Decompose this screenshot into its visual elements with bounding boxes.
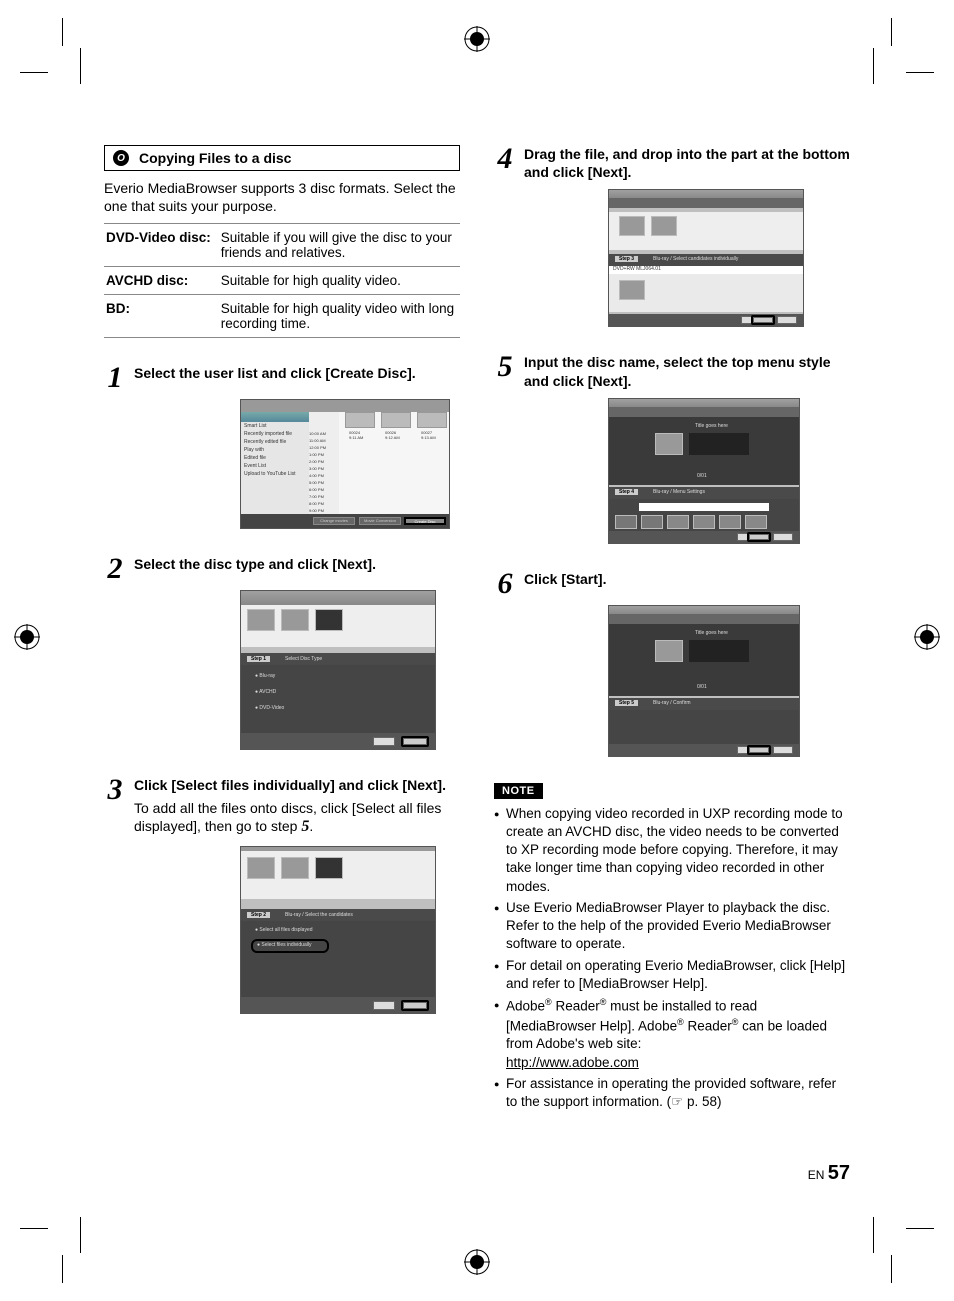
step-title: Click [Start]. xyxy=(524,571,606,587)
step-title: Select the user list and click [Create D… xyxy=(134,365,416,381)
registration-mark-icon xyxy=(464,26,490,52)
step-title: Input the disc name, select the top menu… xyxy=(524,354,831,388)
step-number: 4 xyxy=(494,145,516,172)
list-item: Adobe® Reader® must be installed to read… xyxy=(494,996,850,1072)
page-content: O Copying Files to a disc Everio MediaBr… xyxy=(104,145,850,1185)
step-subtext: To add all the files onto discs, click [… xyxy=(134,799,460,838)
notes-list: When copying video recorded in UXP recor… xyxy=(494,805,850,1112)
screenshot-step5: Title goes here 0/01 Step 4 Blu-ray / Me… xyxy=(608,398,800,544)
screenshot-step1: Smart List Recently imported file Recent… xyxy=(240,399,450,529)
adobe-link[interactable]: http://www.adobe.com xyxy=(506,1055,639,1070)
list-item: For assistance in operating the provided… xyxy=(494,1075,850,1111)
list-item: When copying video recorded in UXP recor… xyxy=(494,805,850,896)
screenshot-step2: Step 1 Select Disc Type ● Blu-ray ● AVCH… xyxy=(240,590,436,750)
table-row: DVD-Video disc:Suitable if you will give… xyxy=(104,224,460,267)
step-1: 1 Select the user list and click [Create… xyxy=(104,364,460,391)
step-number: 5 xyxy=(494,353,516,380)
step-6: 6 Click [Start]. xyxy=(494,570,850,597)
note-label: NOTE xyxy=(494,783,543,799)
step-number: 1 xyxy=(104,364,126,391)
section-badge-icon: O xyxy=(113,150,129,166)
screenshot-step3: Step 2 Blu-ray / Select the candidates ●… xyxy=(240,846,436,1014)
registration-mark-icon xyxy=(464,1249,490,1275)
step-3: 3 Click [Select files individually] and … xyxy=(104,776,460,837)
step-5: 5 Input the disc name, select the top me… xyxy=(494,353,850,389)
left-column: O Copying Files to a disc Everio MediaBr… xyxy=(104,145,460,1114)
right-column: 4 Drag the file, and drop into the part … xyxy=(494,145,850,1114)
table-row: AVCHD disc:Suitable for high quality vid… xyxy=(104,267,460,295)
intro-text: Everio MediaBrowser supports 3 disc form… xyxy=(104,179,460,215)
section-header: O Copying Files to a disc xyxy=(104,145,460,171)
list-item: Use Everio MediaBrowser Player to playba… xyxy=(494,899,850,954)
step-2: 2 Select the disc type and click [Next]. xyxy=(104,555,460,582)
page-number: EN 57 xyxy=(808,1162,850,1185)
disc-format-table: DVD-Video disc:Suitable if you will give… xyxy=(104,223,460,338)
registration-mark-icon xyxy=(914,624,940,650)
step-title: Drag the file, and drop into the part at… xyxy=(524,146,850,180)
step-title: Select the disc type and click [Next]. xyxy=(134,556,376,572)
step-4: 4 Drag the file, and drop into the part … xyxy=(494,145,850,181)
screenshot-step6: Title goes here 0/01 Step 5 Blu-ray / Co… xyxy=(608,605,800,757)
step-number: 3 xyxy=(104,776,126,803)
table-row: BD:Suitable for high quality video with … xyxy=(104,295,460,338)
list-item: For detail on operating Everio MediaBrow… xyxy=(494,957,850,993)
step-number: 6 xyxy=(494,570,516,597)
screenshot-step4: Step 3 Blu-ray / Select candidates indiv… xyxy=(608,189,804,327)
registration-mark-icon xyxy=(14,624,40,650)
step-title: Click [Select files individually] and cl… xyxy=(134,777,446,793)
step-number: 2 xyxy=(104,555,126,582)
section-title: Copying Files to a disc xyxy=(139,150,291,166)
